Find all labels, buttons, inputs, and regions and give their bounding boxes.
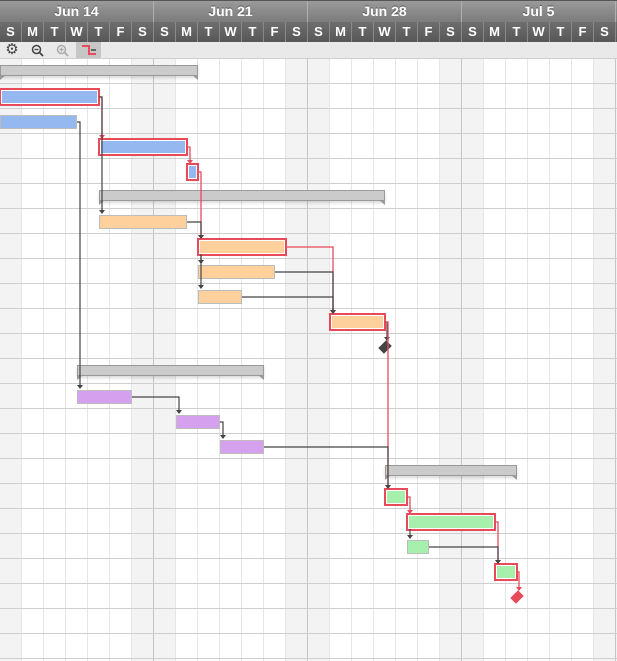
gear-icon: ⚙	[5, 41, 19, 58]
day-label: M	[22, 22, 44, 42]
dependency-link[interactable]	[220, 421, 224, 438]
week-header: Jun 14 Jun 21 Jun 28 Jul 5	[0, 0, 617, 22]
settings-button[interactable]: ⚙	[1, 42, 23, 58]
dependency-link[interactable]	[429, 546, 499, 563]
day-label: M	[330, 22, 352, 42]
task-bar[interactable]	[77, 390, 132, 404]
day-label: T	[550, 22, 572, 42]
link-arrowhead	[385, 485, 391, 489]
link-arrowhead	[516, 587, 522, 591]
dependency-link[interactable]	[264, 446, 389, 488]
summary-bar[interactable]	[0, 65, 198, 80]
day-label: S	[594, 22, 616, 42]
task-bar[interactable]	[407, 540, 429, 554]
dependency-link[interactable]	[407, 496, 411, 513]
day-label: F	[572, 22, 594, 42]
critical-path-toggle[interactable]	[76, 42, 101, 58]
link-arrowhead	[198, 235, 204, 239]
day-label: T	[88, 22, 110, 42]
dependency-links	[77, 96, 522, 591]
day-label: W	[374, 22, 396, 42]
dependency-link[interactable]	[77, 121, 81, 388]
dependency-link[interactable]	[187, 221, 202, 238]
week-label: Jun 14	[0, 1, 154, 22]
week-label: Jun 28	[308, 1, 462, 22]
dependency-link[interactable]	[385, 321, 389, 488]
link-arrowhead	[407, 510, 413, 514]
day-label: F	[264, 22, 286, 42]
zoom-out-button[interactable]	[26, 42, 48, 58]
day-label: F	[418, 22, 440, 42]
dependency-link[interactable]	[517, 571, 520, 590]
day-label: T	[242, 22, 264, 42]
link-arrowhead	[330, 310, 336, 314]
dependency-link[interactable]	[242, 296, 334, 313]
week-label: Jul 5	[462, 1, 616, 22]
day-label: S	[462, 22, 484, 42]
critical-path-icon	[81, 45, 96, 55]
zoom-out-icon	[31, 44, 44, 57]
dependency-link[interactable]	[198, 171, 202, 238]
day-label: T	[198, 22, 220, 42]
link-arrowhead	[187, 160, 193, 164]
day-label: M	[484, 22, 506, 42]
day-label: S	[308, 22, 330, 42]
link-arrowhead	[99, 210, 105, 214]
day-label: S	[286, 22, 308, 42]
day-label: T	[44, 22, 66, 42]
gantt-toolbar: ⚙	[0, 42, 617, 59]
day-label: S	[440, 22, 462, 42]
day-label: T	[352, 22, 374, 42]
task-bar[interactable]	[0, 115, 77, 129]
link-arrowhead	[176, 410, 182, 414]
dependency-link[interactable]	[99, 96, 103, 213]
day-label: S	[132, 22, 154, 42]
link-arrowhead	[198, 285, 204, 289]
link-arrowhead	[220, 435, 226, 439]
day-label: T	[396, 22, 418, 42]
task-bar[interactable]	[198, 290, 242, 304]
zoom-in-icon	[56, 44, 69, 57]
task-bar[interactable]	[220, 440, 264, 454]
dependency-link[interactable]	[286, 246, 334, 313]
day-label: M	[176, 22, 198, 42]
day-label: S	[0, 22, 22, 42]
link-arrowhead	[384, 337, 390, 341]
day-label: W	[528, 22, 550, 42]
task-bar[interactable]	[99, 215, 187, 229]
day-label: W	[220, 22, 242, 42]
day-label: T	[506, 22, 528, 42]
dependency-link[interactable]	[275, 271, 334, 313]
task-bar[interactable]	[198, 265, 275, 279]
dependency-link[interactable]	[132, 396, 180, 413]
link-arrowhead	[495, 560, 501, 564]
link-arrowhead	[77, 385, 83, 389]
dependency-link[interactable]	[187, 146, 191, 163]
zoom-in-button[interactable]	[51, 42, 73, 58]
task-bar[interactable]	[176, 415, 220, 429]
week-label: Jun 21	[154, 1, 308, 22]
link-arrowhead	[407, 535, 413, 539]
day-label: F	[110, 22, 132, 42]
day-label: W	[66, 22, 88, 42]
day-label: S	[154, 22, 176, 42]
gantt-grid	[0, 59, 617, 661]
